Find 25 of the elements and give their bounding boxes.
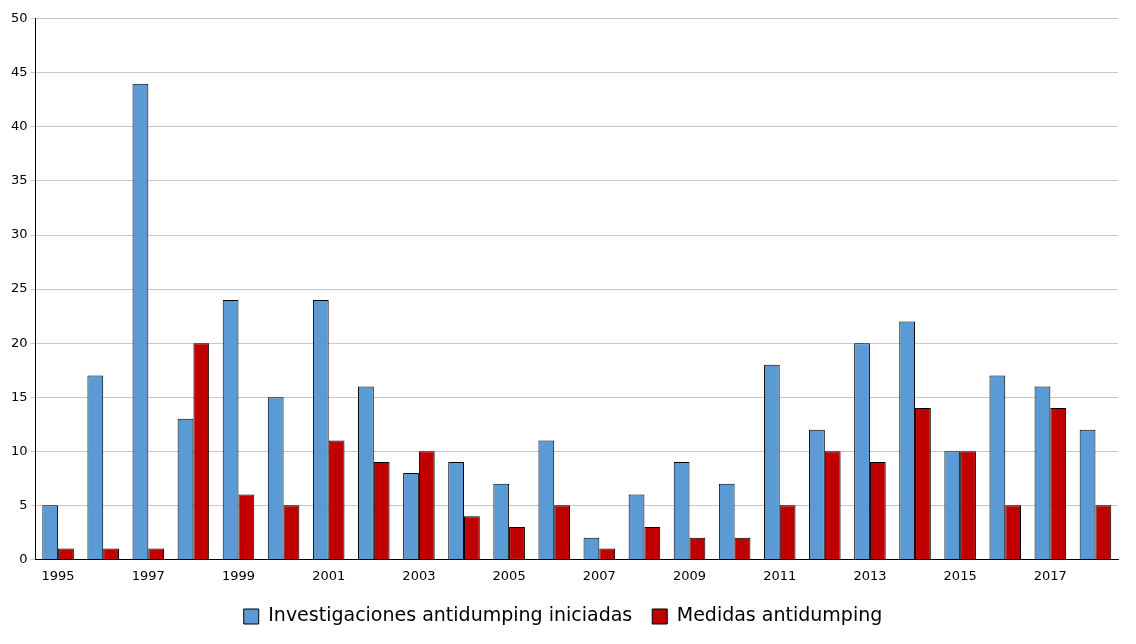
x-tick-label: 1997: [131, 567, 165, 583]
x-tick-label: 2009: [672, 567, 707, 583]
x-tick-label: 1995: [41, 567, 75, 583]
x-tick-label: 2005: [492, 567, 526, 583]
x-tick-label: 2001: [312, 567, 346, 583]
x-tick-label: 2013: [853, 567, 887, 583]
y-tick-label: 15: [11, 388, 28, 404]
x-tick-label: 2011: [763, 567, 797, 583]
x-tick-label: 2007: [582, 567, 616, 583]
y-tick-label: 30: [11, 226, 28, 242]
y-tick-label: 40: [11, 118, 28, 134]
y-tick-label: 45: [11, 64, 28, 80]
y-tick-label: 50: [11, 10, 28, 26]
x-tick-label: 2017: [1033, 567, 1067, 583]
y-tick-label: 5: [19, 496, 28, 512]
legend-label: Medidas antidumping: [676, 603, 883, 626]
y-tick-label: 35: [11, 172, 28, 188]
x-tick-label: 1999: [221, 567, 256, 583]
y-tick-label: 10: [11, 442, 28, 458]
y-tick-label: 0: [19, 550, 28, 566]
y-tick-label: 25: [11, 280, 28, 296]
x-tick-label: 2003: [402, 567, 436, 583]
legend-label: Investigaciones antidumping iniciadas: [268, 603, 633, 626]
x-tick-label: 2015: [943, 567, 977, 583]
y-tick-label: 20: [11, 334, 28, 350]
